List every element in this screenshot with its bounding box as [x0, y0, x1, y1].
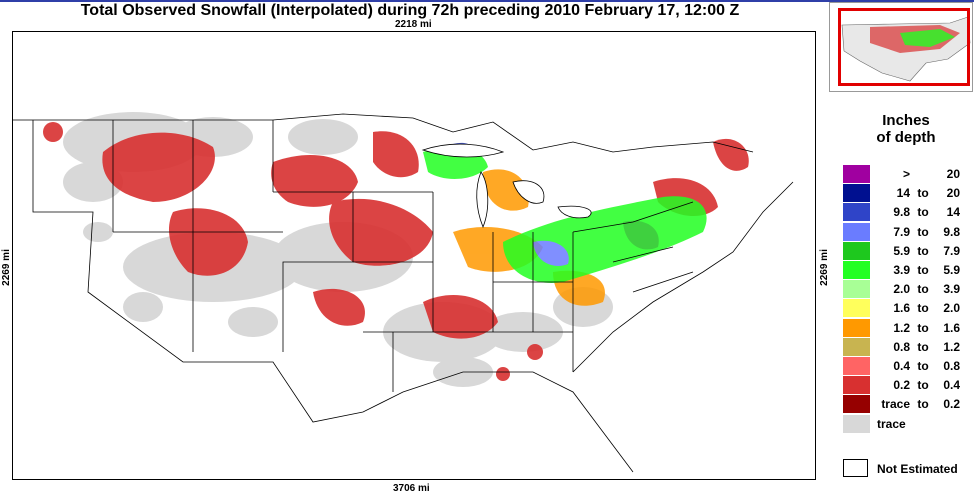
top-width-label: 2218 mi	[395, 19, 432, 30]
legend-label-low: 5.9	[893, 243, 910, 258]
legend-swatch	[843, 241, 870, 260]
legend-label-high: 5.9	[943, 263, 960, 277]
legend-label-low: 0.4	[893, 359, 910, 373]
legend-swatch	[843, 222, 870, 241]
legend-label-low: 7.9	[893, 224, 910, 239]
overview-canvas	[841, 16, 971, 82]
legend-label-high: 2.0	[943, 301, 960, 316]
legend-title-line2: of depth	[876, 129, 936, 146]
map-canvas	[13, 112, 794, 473]
legend-label-low: 14	[896, 186, 910, 201]
left-height-label: 2269 mi	[0, 249, 12, 286]
legend-swatch	[843, 165, 870, 183]
legend-label-high: 3.9	[943, 282, 960, 297]
legend-swatch	[843, 299, 870, 318]
legend-label-to: to	[917, 339, 929, 354]
map-title: Total Observed Snowfall (Interpolated) d…	[80, 2, 740, 19]
legend-label-high: 0.2	[943, 397, 960, 412]
bottom-width-label: 3706 mi	[393, 483, 430, 494]
legend-swatch	[843, 261, 870, 279]
legend-label-low: 2.0	[893, 282, 910, 297]
legend-swatch-not-estimated	[843, 459, 868, 477]
legend-swatch	[843, 376, 870, 395]
legend-label-high: 20	[946, 186, 960, 201]
right-height-label: 2269 mi	[818, 249, 830, 286]
legend-label-to: to	[917, 359, 929, 373]
boundaries	[13, 113, 794, 473]
legend-swatch	[843, 280, 870, 299]
legend-label-low: 1.6	[893, 301, 910, 316]
legend-label-to: to	[917, 301, 929, 316]
legend-swatch	[843, 318, 870, 337]
snowfall-map[interactable]	[12, 31, 816, 480]
view-extent-box	[838, 8, 970, 86]
top-border-line	[0, 0, 974, 2]
legend-label-not-estimated: Not Estimated	[877, 462, 958, 476]
legend-label-high: 9.8	[943, 224, 960, 239]
legend-label-high: 1.2	[943, 339, 960, 354]
legend-swatch	[843, 357, 870, 375]
legend-label-high: 1.6	[943, 320, 960, 335]
legend-label: trace	[877, 416, 906, 431]
legend-swatch	[843, 337, 870, 356]
legend-title-line1: Inches	[882, 112, 930, 129]
legend-swatch	[843, 414, 870, 433]
legend-label-to: to	[917, 186, 929, 201]
legend-label-to: to	[917, 263, 929, 277]
legend-label-low: 9.8	[893, 205, 910, 220]
legend-title: Inches of depth	[848, 112, 964, 146]
light-snow-areas	[43, 122, 749, 381]
legend-swatch	[843, 203, 870, 222]
legend-label-to: to	[917, 320, 929, 335]
legend-swatch	[843, 395, 870, 414]
overview-inset-map[interactable]	[829, 2, 973, 92]
legend-label-high: 0.4	[943, 378, 960, 393]
legend-label-low: trace	[881, 397, 910, 412]
legend-label-to: to	[917, 397, 929, 412]
legend-label-low: >	[902, 167, 910, 181]
heavy-snow-band	[423, 142, 707, 283]
legend-swatch	[843, 184, 870, 203]
legend-label-high: 14	[946, 205, 960, 220]
great-lakes	[421, 143, 592, 229]
legend-label-to: to	[917, 224, 929, 239]
legend-label-to: to	[917, 243, 929, 258]
legend-label-to: to	[917, 205, 929, 220]
legend-label-low: 3.9	[893, 263, 910, 277]
legend-label-to: to	[917, 282, 929, 297]
legend-label-high: 20	[946, 167, 960, 181]
legend-label-low: 0.2	[893, 378, 910, 393]
legend-label-to: to	[917, 378, 929, 393]
legend-label-low: 0.8	[893, 339, 910, 354]
legend-label-high: 7.9	[943, 243, 960, 258]
legend-label-low: 1.2	[893, 320, 910, 335]
legend-label-high: 0.8	[943, 359, 960, 373]
